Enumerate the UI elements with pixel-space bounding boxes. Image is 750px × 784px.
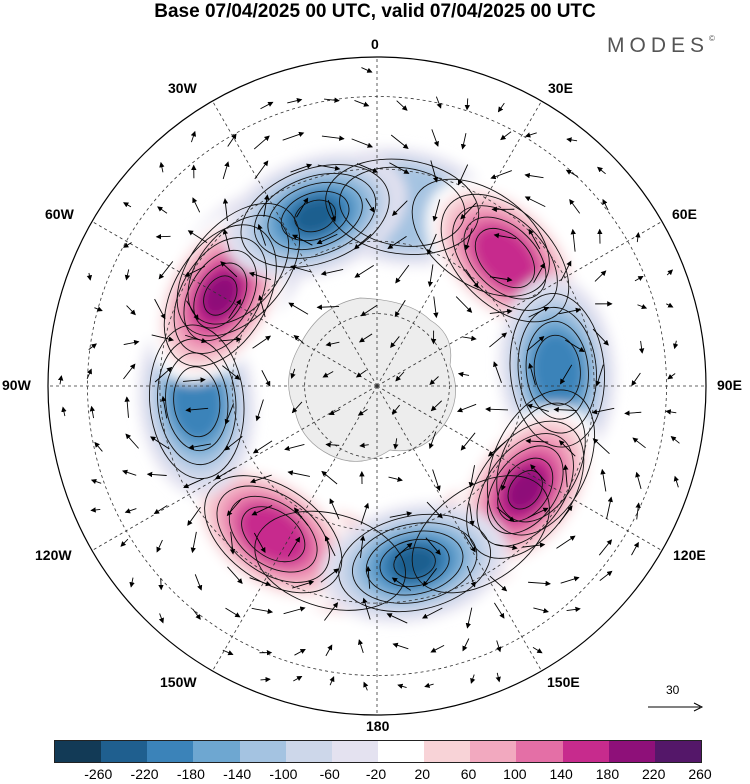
- lon-label-60e: 60E: [672, 206, 697, 222]
- colorbar-tick-label: 100: [503, 766, 526, 782]
- colorbar-ticks: -260 -220 -180 -140 -100 -60 -20 20 60 100 140 180 2…: [0, 766, 750, 784]
- lon-label-180: 180: [366, 718, 389, 734]
- colorbar-swatch: [655, 741, 701, 762]
- colorbar-tick-label: -180: [177, 766, 205, 782]
- colorbar-swatch: [516, 741, 562, 762]
- lon-label-30e: 30E: [548, 80, 573, 96]
- colorbar-tick-label: 20: [414, 766, 430, 782]
- colorbar-swatch: [332, 741, 378, 762]
- colorbar-swatch: [609, 741, 655, 762]
- lon-label-30w: 30W: [168, 80, 197, 96]
- lon-label-120w: 120W: [35, 547, 72, 563]
- wind-arrow: [161, 578, 162, 589]
- colorbar-tick-label: 140: [549, 766, 572, 782]
- colorbar-swatch: [470, 741, 516, 762]
- colorbar: [54, 740, 702, 763]
- colorbar-tick-label: -60: [320, 766, 340, 782]
- lon-label-150w: 150W: [160, 674, 197, 690]
- colorbar-swatch: [240, 741, 286, 762]
- colorbar-tick-label: 260: [688, 766, 711, 782]
- lon-label-0: 0: [371, 36, 379, 52]
- colorbar-swatch: [101, 741, 147, 762]
- colorbar-tick-label: 220: [642, 766, 665, 782]
- colorbar-swatch: [147, 741, 193, 762]
- colorbar-tick-label: 180: [596, 766, 619, 782]
- colorbar-tick-label: -20: [366, 766, 386, 782]
- colorbar-swatch: [563, 741, 609, 762]
- colorbar-tick-label: 60: [461, 766, 477, 782]
- colorbar-swatch: [55, 741, 101, 762]
- lon-label-60w: 60W: [45, 206, 74, 222]
- colorbar-tick-label: -140: [223, 766, 251, 782]
- reference-vector: 30: [646, 683, 706, 723]
- colorbar-swatch: [424, 741, 470, 762]
- lon-label-90w: 90W: [2, 377, 31, 393]
- colorbar-tick-label: -100: [269, 766, 297, 782]
- lon-label-150e: 150E: [547, 674, 580, 690]
- colorbar-tick-label: -220: [131, 766, 159, 782]
- colorbar-swatch: [286, 741, 332, 762]
- reference-arrow: [646, 683, 706, 723]
- lon-label-120e: 120E: [673, 547, 706, 563]
- colorbar-swatch: [378, 741, 424, 762]
- colorbar-tick-label: -260: [84, 766, 112, 782]
- lon-label-90e: 90E: [717, 377, 742, 393]
- colorbar-swatch: [193, 741, 239, 762]
